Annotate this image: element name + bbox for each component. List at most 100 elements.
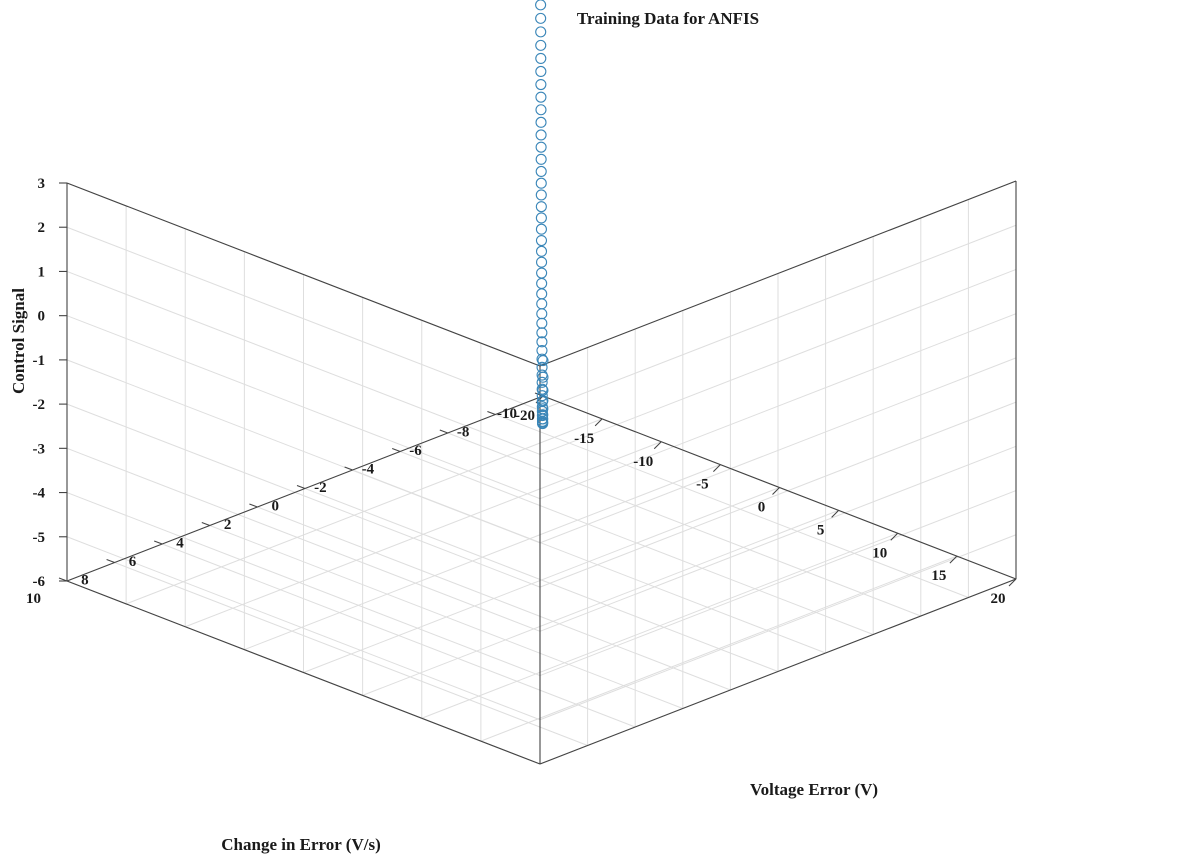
side-wall-grid-line [539,224,1017,411]
z-tick-label: -1 [33,353,46,369]
z-tick-label: -2 [33,397,46,413]
side-wall-grid-line [539,445,1017,632]
floor-grid-line [400,451,874,635]
y-tick [154,540,163,545]
data-point [535,39,547,51]
back-wall-grid-line [66,270,541,455]
data-point [536,376,548,388]
floor-grid-line [304,488,779,672]
data-point [535,91,547,103]
y-tick-label: -4 [362,462,375,478]
y-tick [487,410,496,416]
data-point [536,277,548,289]
data-point [536,267,548,279]
data-point [536,317,548,329]
side-wall-grid-line [539,268,1017,455]
data-point [535,0,547,11]
data-point [535,223,547,235]
data-point [535,129,547,141]
x-tick [1008,578,1017,587]
data-point [536,413,549,425]
data-point [536,327,548,339]
y-axis-label: Change in Error (V/s) [221,835,380,854]
data-point [535,189,547,201]
data-point [535,201,547,213]
side-wall-grid-line [539,401,1017,588]
y-tick-label: 10 [26,591,41,607]
data-point [535,12,547,24]
data-point [536,369,548,381]
z-axis-label: Control Signal [9,288,28,394]
data-point [536,401,548,413]
data-point [535,234,548,247]
y-tick [249,503,258,508]
data-point [535,52,547,64]
data-point [535,141,547,153]
data-point [536,361,548,373]
y-tick [344,466,353,471]
data-point [535,153,547,165]
y-tick-label: 6 [129,554,137,570]
data-point [535,177,547,189]
tick-marks [58,182,1017,587]
back-wall-grid-line [66,492,541,677]
z-tick-label: -3 [33,441,46,457]
back-wall-grid-line [66,315,541,500]
data-point [536,298,548,310]
x-tick [949,555,958,564]
x-tick-label: 5 [817,522,825,538]
data-points [535,0,549,430]
data-point [536,336,548,348]
side-wall-grid-line [539,534,1017,721]
y-tick [296,484,306,490]
data-point [536,353,548,365]
z-tick-label: -6 [33,574,46,590]
side-wall-grid-line [539,313,1017,500]
axes-edge [66,182,541,367]
axes-box [66,180,1017,765]
x-tick [653,441,662,450]
x-axis-label: Voltage Error (V) [750,780,878,799]
back-wall-grid-line [66,536,541,721]
data-point [536,410,548,422]
tick-labels: -20-15-10-505101520-10-8-6-4-20246810-6-… [26,176,1006,607]
x-tick-label: -5 [696,477,709,493]
x-tick-label: -20 [515,408,535,424]
y-tick-label: -10 [497,406,517,422]
data-point [535,116,547,128]
z-tick-label: 3 [38,176,46,192]
z-tick-label: 2 [38,220,46,236]
y-tick [439,429,448,434]
chart-title: Training Data for ANFIS [577,9,759,28]
data-point [535,65,547,78]
data-point [535,212,547,224]
data-point [535,245,548,257]
y-tick [392,447,401,453]
data-point [536,308,548,320]
y-tick-label: 8 [81,573,89,589]
y-tick-label: 4 [176,536,184,552]
data-point [536,383,548,395]
y-tick-label: 2 [224,517,232,533]
back-wall-grid-line [66,447,541,632]
y-tick [201,521,210,527]
data-point [535,165,547,178]
z-tick-label: 1 [38,264,46,280]
data-point [536,288,548,300]
x-tick-label: 0 [758,500,766,516]
data-point [536,344,548,357]
side-wall-grid-line [539,357,1017,544]
axes-edge [539,180,1017,367]
data-point [536,256,548,268]
data-point [535,104,547,116]
floor-grid-line [495,414,969,598]
axes-edge [66,580,541,765]
floor-grid-line [114,562,588,746]
x-tick-label: 15 [931,568,946,584]
x-tick [712,464,721,473]
z-tick-label: -4 [33,486,46,502]
x-tick-label: -10 [633,454,653,470]
x-tick [890,532,899,541]
side-wall-grid-line [539,490,1017,677]
